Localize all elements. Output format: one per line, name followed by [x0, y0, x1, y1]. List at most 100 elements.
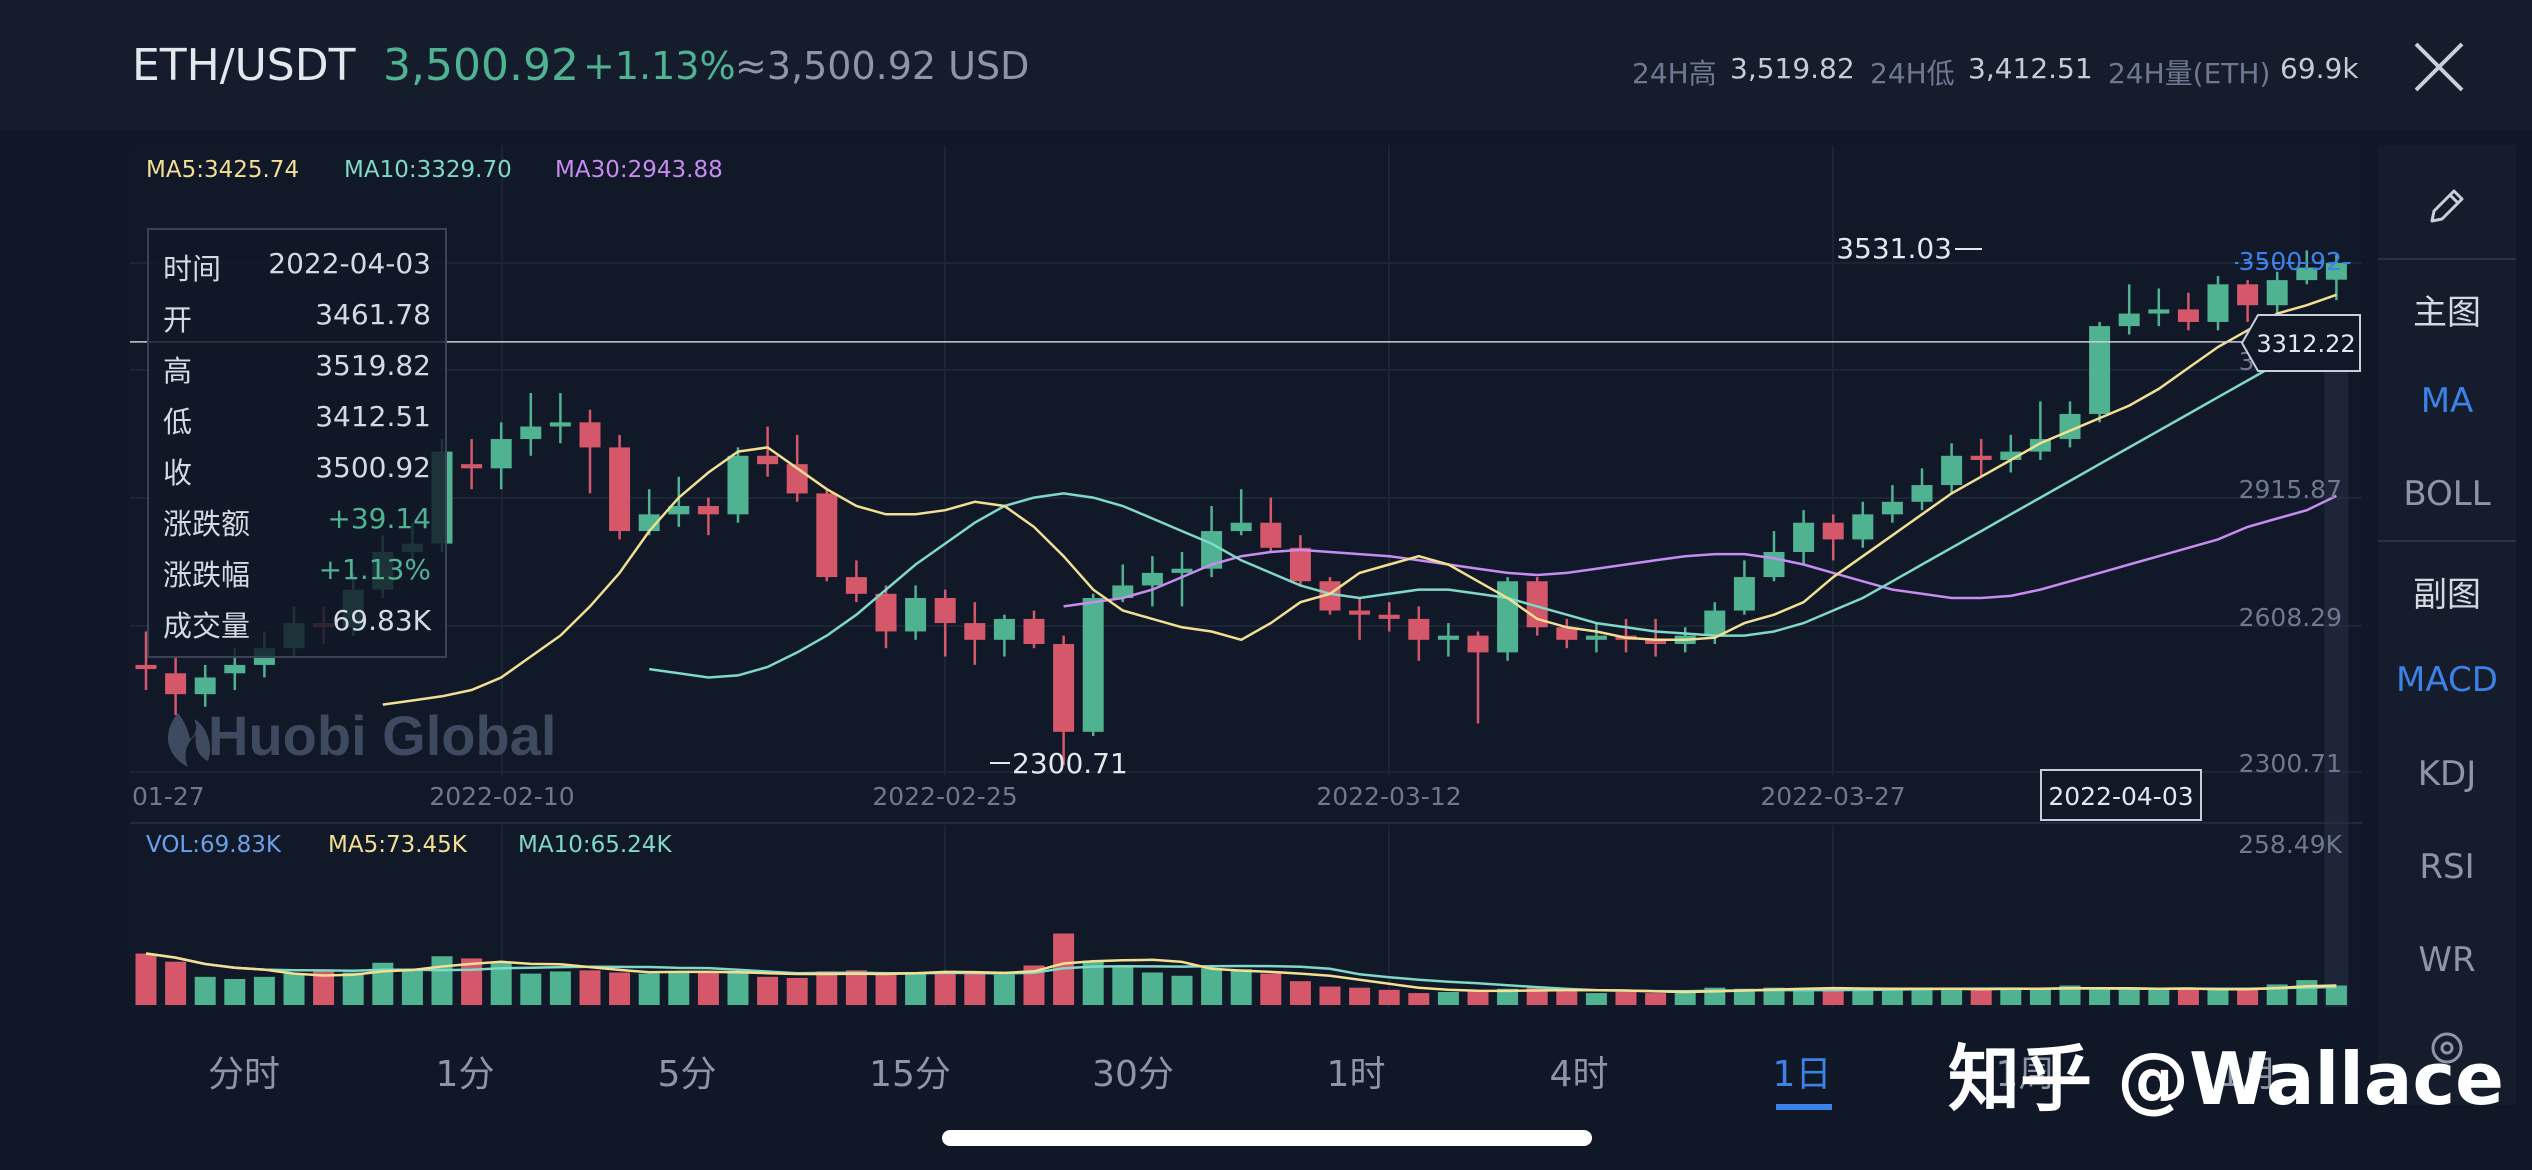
candle	[1467, 635, 1489, 653]
volume-value: 69.9k	[2280, 52, 2359, 85]
price-tick: 2300.71	[2239, 749, 2342, 778]
volume-bar	[520, 973, 542, 1005]
candle	[520, 426, 542, 440]
tab-4hour[interactable]: 4时	[1549, 1054, 1609, 1095]
vol-ma5-line	[145, 952, 2337, 994]
tab-1week[interactable]: 1周	[1995, 1054, 2055, 1095]
candle	[2148, 309, 2170, 314]
candle	[2177, 309, 2199, 322]
crosshair-date-box	[2040, 769, 2202, 821]
candle	[224, 664, 246, 674]
candle	[993, 618, 1015, 640]
candle	[1645, 639, 1667, 645]
ma-toggle[interactable]: MA	[2420, 381, 2474, 421]
volume-bar	[757, 976, 779, 1005]
candle	[2089, 326, 2111, 414]
volume-bar	[1793, 988, 1815, 1005]
high-label: 24H高	[1632, 57, 1717, 90]
tab-fenshi[interactable]: 分时	[207, 1054, 280, 1095]
pencil-icon[interactable]	[2424, 183, 2470, 229]
volume-bar	[1319, 986, 1341, 1005]
logo-text: Huobi Global	[208, 704, 556, 767]
volume-bar	[1615, 992, 1637, 1005]
tab-1day[interactable]: 1日	[1772, 1054, 1832, 1095]
candle	[135, 664, 157, 670]
tab-15min[interactable]: 15分	[869, 1054, 951, 1095]
volume-bar	[1408, 993, 1430, 1005]
low-label: 24H低	[1870, 57, 1955, 90]
volume-bar	[1023, 965, 1045, 1005]
candle	[2266, 280, 2288, 306]
volume-bar	[2325, 985, 2347, 1005]
boll-toggle[interactable]: BOLL	[2403, 474, 2491, 514]
volume-bar	[2148, 989, 2170, 1005]
vol-ma10-legend: MA10:65.24K	[518, 832, 672, 858]
candle	[875, 593, 897, 632]
high-value: 3,519.82	[1730, 52, 1855, 85]
header-bar: ETH/USDT 3,500.92 +1.13% ≈3,500.92 USD 2…	[0, 0, 2532, 130]
last-price: 3,500.92	[383, 40, 579, 91]
tab-1min[interactable]: 1分	[435, 1054, 495, 1095]
volume-bar	[1941, 988, 1963, 1005]
candle	[1230, 522, 1252, 532]
wr-toggle[interactable]: WR	[2418, 940, 2476, 980]
candlestick-chart[interactable]: Huobi Global MA5:3425.74 MA10:3329.70 MA…	[130, 145, 2362, 1007]
sub-chart-title: 副图	[2413, 575, 2481, 615]
volume-bar	[816, 971, 838, 1005]
candle	[905, 597, 927, 632]
kdj-toggle[interactable]: KDJ	[2417, 754, 2477, 794]
settings-icon[interactable]	[2424, 1025, 2470, 1071]
candle	[727, 455, 749, 515]
volume-bar	[401, 969, 423, 1005]
tab-1hour[interactable]: 1时	[1326, 1054, 1386, 1095]
volume-bar	[1763, 987, 1785, 1005]
candle	[668, 505, 690, 515]
volume-bar	[1201, 968, 1223, 1005]
volume-bar	[2059, 985, 2081, 1005]
close-icon[interactable]	[2410, 38, 2468, 96]
tab-1month[interactable]: 1月	[2218, 1054, 2278, 1095]
change-percent: +1.13%	[583, 44, 736, 88]
vol-ma5-legend: MA5:73.45K	[328, 832, 468, 858]
volume-bar	[1497, 988, 1519, 1005]
volume-bar	[934, 971, 956, 1005]
grid-lines	[130, 145, 2362, 1007]
crosshair-column	[2324, 345, 2349, 1007]
volume-bar	[1230, 969, 1252, 1005]
candle	[1585, 635, 1607, 640]
candle	[697, 505, 719, 515]
candle	[490, 439, 512, 469]
volume-bar	[1674, 990, 1696, 1005]
tab-30min[interactable]: 30分	[1092, 1054, 1174, 1095]
volume-bar	[964, 972, 986, 1005]
volume-bar	[1852, 989, 1874, 1005]
ma10-legend: MA10:3329.70	[344, 157, 512, 183]
tab-5min[interactable]: 5分	[657, 1054, 717, 1095]
volume-bar	[1378, 989, 1400, 1005]
candle	[1171, 568, 1193, 573]
candle	[845, 577, 867, 594]
volume-bar	[224, 979, 246, 1005]
volume-bar	[1082, 960, 1104, 1005]
volume-bar	[253, 976, 275, 1005]
volume-bar	[1260, 973, 1282, 1005]
date-tick: 2022-03-27	[1760, 782, 1905, 811]
candle	[1763, 551, 1785, 578]
home-indicator[interactable]	[942, 1130, 1592, 1146]
volume-bar	[549, 971, 571, 1005]
volume-bar	[993, 974, 1015, 1005]
candle	[1556, 627, 1578, 640]
price-tick: 2915.87	[2239, 475, 2342, 504]
tooltip-value: 3500.92	[315, 451, 431, 484]
volume-tick: 258.49K	[2238, 830, 2342, 859]
ma10-line	[649, 333, 2337, 679]
volume-bar	[1556, 990, 1578, 1005]
candle	[609, 447, 631, 532]
macd-toggle[interactable]: MACD	[2396, 660, 2498, 700]
pair-title[interactable]: ETH/USDT	[132, 40, 356, 91]
candle	[579, 422, 601, 448]
rsi-toggle[interactable]: RSI	[2419, 847, 2475, 887]
tooltip-value: 3412.51	[315, 400, 431, 433]
candle	[1437, 635, 1459, 640]
candle	[1970, 455, 1992, 460]
